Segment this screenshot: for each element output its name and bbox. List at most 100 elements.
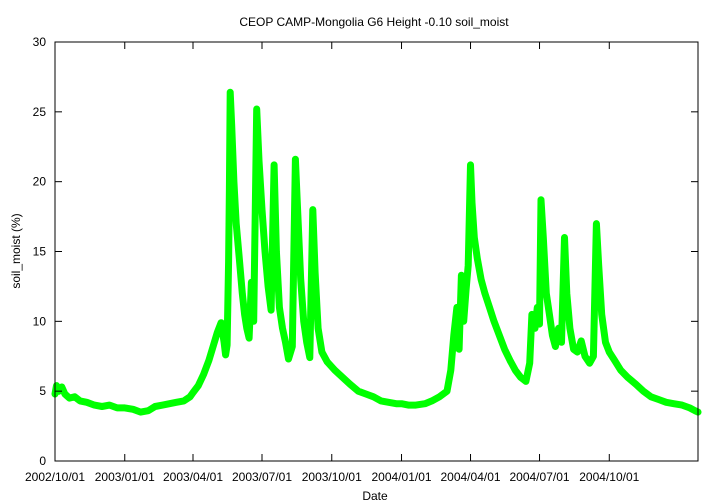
data-point <box>190 389 196 396</box>
series-layer <box>51 88 702 416</box>
data-point <box>501 346 508 353</box>
data-point <box>200 371 207 378</box>
data-point <box>679 402 686 409</box>
data-point <box>195 382 202 389</box>
data-point <box>422 400 428 407</box>
data-point <box>339 374 346 381</box>
x-tick-label: 2004/07/01 <box>509 470 569 484</box>
data-point <box>593 220 600 227</box>
data-point <box>538 196 544 203</box>
data-point <box>214 329 221 336</box>
data-point <box>312 269 319 276</box>
data-point <box>512 367 519 374</box>
data-point <box>617 367 624 374</box>
data-point <box>370 393 377 400</box>
data-point <box>166 400 173 407</box>
data-point <box>491 318 497 325</box>
data-point <box>522 378 529 385</box>
data-point <box>145 407 152 414</box>
data-point <box>292 156 299 163</box>
data-point <box>543 290 550 297</box>
data-point <box>61 391 68 397</box>
data-point <box>460 318 467 325</box>
data-point <box>259 206 265 213</box>
data-point <box>611 357 618 364</box>
data-point <box>289 343 296 350</box>
y-tick-label: 15 <box>33 245 47 259</box>
data-point <box>362 391 369 397</box>
data-point <box>279 325 286 332</box>
x-tick-label: 2003/07/01 <box>232 470 292 484</box>
y-axis-label: soil_moist (%) <box>9 213 23 288</box>
data-point <box>471 234 478 241</box>
data-point <box>331 367 338 374</box>
data-point <box>393 400 400 407</box>
data-point <box>71 393 78 400</box>
data-point <box>648 393 654 400</box>
data-point <box>686 404 693 411</box>
data-point <box>265 283 272 290</box>
data-point <box>324 358 331 365</box>
data-point <box>276 304 283 311</box>
data-point <box>670 400 677 407</box>
data-point <box>663 399 670 406</box>
data-point <box>453 304 460 311</box>
data-point <box>398 400 405 407</box>
data-point <box>315 325 322 332</box>
data-point <box>114 404 121 411</box>
data-point <box>436 393 443 400</box>
data-point <box>303 339 310 346</box>
y-tick-label: 20 <box>33 175 47 189</box>
data-point <box>378 397 384 404</box>
data-point <box>180 397 187 404</box>
data-point <box>205 357 212 364</box>
data-point <box>285 356 292 362</box>
data-point <box>561 234 568 241</box>
y-tick-label: 5 <box>39 384 46 398</box>
data-point <box>655 396 662 403</box>
data-point <box>106 402 113 409</box>
data-point <box>271 161 278 168</box>
data-point <box>355 388 362 395</box>
data-point <box>507 357 513 364</box>
axes-layer: 0 5 10 15 20 25 30 2002/10/01 2003/01/01 2003/04/… <box>25 35 699 484</box>
data-point <box>187 393 193 400</box>
data-point <box>294 206 301 213</box>
data-point <box>552 343 559 350</box>
data-point <box>152 403 159 410</box>
data-point <box>282 339 289 346</box>
data-point <box>53 382 60 389</box>
data-point <box>526 360 533 367</box>
data-point <box>549 332 556 339</box>
data-point <box>300 318 307 325</box>
data-point <box>590 353 597 360</box>
data-point <box>239 290 246 297</box>
data-point <box>478 276 485 283</box>
data-point <box>273 248 280 255</box>
data-point <box>481 290 488 297</box>
data-point <box>58 384 65 390</box>
data-point <box>306 354 313 361</box>
data-point <box>225 258 232 265</box>
y-tick-label: 30 <box>33 35 47 49</box>
data-point <box>226 185 233 192</box>
data-point <box>465 262 472 269</box>
data-point <box>463 287 469 294</box>
y-tick-label: 25 <box>33 105 47 119</box>
data-point <box>385 399 392 406</box>
data-point <box>218 319 225 326</box>
data-point <box>563 290 570 297</box>
data-point <box>347 381 353 388</box>
x-tick-label: 2003/04/01 <box>163 470 223 484</box>
data-point <box>173 399 180 406</box>
data-point <box>91 402 98 409</box>
x-tick-label: 2003/10/01 <box>302 470 362 484</box>
data-point <box>428 397 435 404</box>
data-point <box>546 311 553 318</box>
data-point <box>248 279 255 286</box>
data-point <box>243 325 250 332</box>
data-point <box>99 403 105 410</box>
data-point <box>532 325 538 332</box>
data-point <box>137 409 144 416</box>
